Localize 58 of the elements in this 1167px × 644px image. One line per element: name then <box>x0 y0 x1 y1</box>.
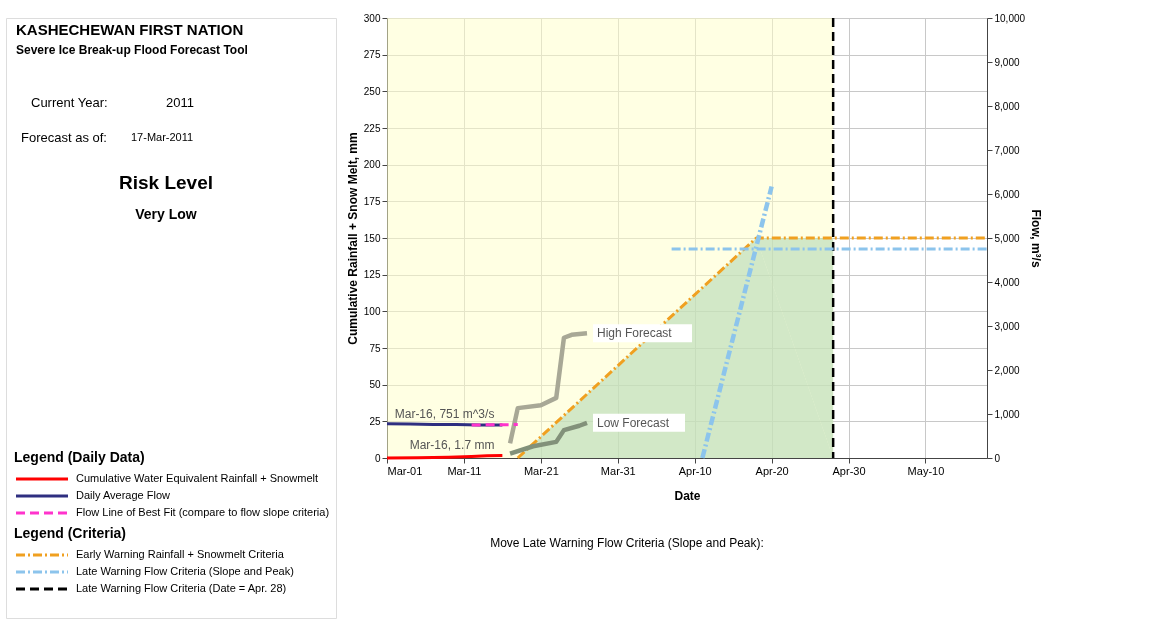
line-series <box>507 420 590 456</box>
annotation: High Forecast <box>597 326 673 341</box>
text: KASHECHEWAN FIRST NATION <box>16 21 244 38</box>
y2-axis-title: Flow, m³/s <box>1029 209 1044 268</box>
text: Current Year: <box>31 95 108 110</box>
y2-tick-label: 1,000 <box>994 408 1020 420</box>
y2-tick-label: 9,000 <box>994 56 1020 68</box>
y-tick-label: 75 <box>369 342 381 354</box>
y2-tick-label: 5,000 <box>994 232 1020 244</box>
annotation: Low Forecast <box>597 415 670 430</box>
x-tick-label: Mar-11 <box>447 464 482 477</box>
x-tick-label: Apr-30 <box>832 464 866 477</box>
text: Legend (Daily Data) <box>14 449 145 465</box>
x-tick-label: Apr-10 <box>678 464 712 477</box>
legend-label: Early Warning Rainfall + Snowmelt Criteria <box>76 548 285 560</box>
x-axis-title: Date <box>674 488 701 503</box>
y2-tick-label: 4,000 <box>994 276 1020 288</box>
annotation: Mar-16, 1.7 mm <box>409 437 495 452</box>
y2-tick-label: 8,000 <box>994 100 1020 112</box>
x-tick-label: May-10 <box>907 464 945 477</box>
text: Legend (Criteria) <box>14 525 127 541</box>
y-tick-label: 275 <box>363 49 381 61</box>
y2-tick-label: 7,000 <box>994 144 1020 156</box>
text: Forecast as of: <box>21 130 107 145</box>
text: Severe Ice Break-up Flood Forecast Tool <box>16 43 248 57</box>
y-tick-label: 0 <box>374 452 381 464</box>
legend-label: Late Warning Flow Criteria (Slope and Peak) <box>76 565 294 577</box>
y-tick-label: 25 <box>369 415 381 427</box>
y2-tick-label: 3,000 <box>994 320 1020 332</box>
text: Very Low <box>135 206 197 222</box>
y-tick-label: 200 <box>363 159 381 171</box>
legend-label: Daily Average Flow <box>76 489 171 501</box>
y-tick-label: 125 <box>363 269 381 281</box>
y-axis-title: Cumulative Rainfall + Snow Melt, mm <box>345 132 360 345</box>
text: Risk Level <box>119 172 213 193</box>
line-series <box>507 331 590 446</box>
y2-tick-label: 0 <box>994 452 1001 464</box>
legend-label: Cumulative Water Equivalent Rainfall + Snowmelt <box>76 472 319 484</box>
x-tick-label: Mar-31 <box>600 464 636 477</box>
text: 2011 <box>166 95 194 110</box>
x-tick-label: Apr-20 <box>755 464 789 477</box>
y-tick-label: 225 <box>363 122 381 134</box>
text: 17-Mar-2011 <box>131 131 194 143</box>
y-tick-label: 175 <box>363 195 381 207</box>
y-tick-label: 250 <box>363 85 381 97</box>
annotation: Mar-16, 751 m^3/s <box>394 407 495 421</box>
x-tick-label: Mar-21 <box>523 464 559 477</box>
y2-tick-label: 6,000 <box>994 188 1020 200</box>
y2-tick-label: 10,000 <box>994 12 1026 24</box>
y-tick-label: 50 <box>369 379 381 391</box>
text: Move Late Warning Flow Criteria (Slope and Peak): <box>490 536 764 550</box>
y-tick-label: 300 <box>363 12 381 24</box>
y-tick-label: 150 <box>363 232 381 244</box>
x-tick-label: Mar-01 <box>387 464 423 477</box>
legend-label: Late Warning Flow Criteria (Date = Apr. 28) <box>76 582 287 594</box>
y-tick-label: 100 <box>363 305 381 317</box>
legend-label: Flow Line of Best Fit (compare to flow slope criteria) <box>76 506 330 518</box>
y2-tick-label: 2,000 <box>994 364 1020 376</box>
